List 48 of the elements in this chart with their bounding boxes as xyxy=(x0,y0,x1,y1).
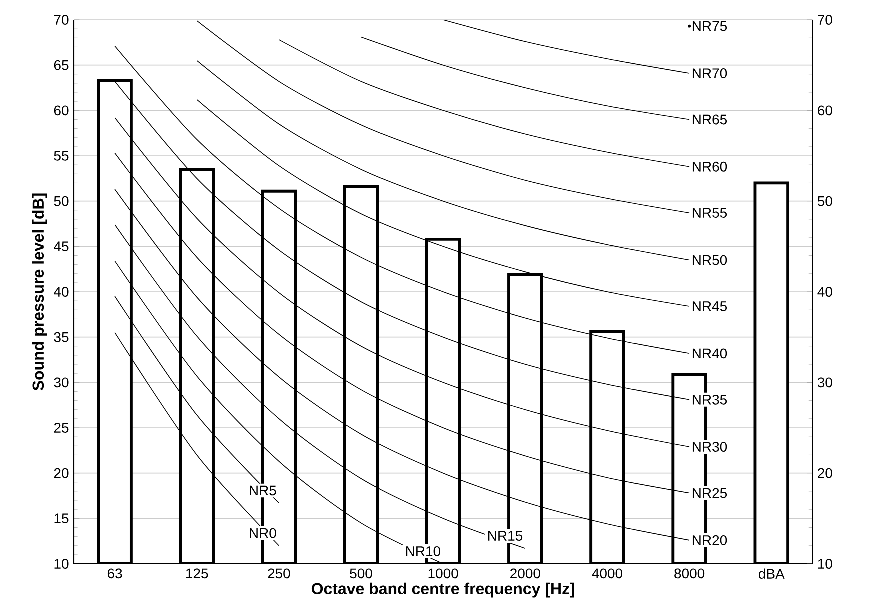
y-tick-label: 65 xyxy=(54,60,69,70)
y-tick-label: 40 xyxy=(54,287,69,297)
x-tick-label: 500 xyxy=(350,568,372,579)
y2-tick-label: 10 xyxy=(818,559,832,569)
series-label: NR35 xyxy=(692,394,728,405)
x-tick-label: 1000 xyxy=(428,568,458,579)
series-label: NR65 xyxy=(692,114,728,125)
y2-tick-label: 40 xyxy=(818,287,832,297)
y2-tick-label: 20 xyxy=(818,468,832,478)
y2-tick-label: 70 xyxy=(818,15,832,25)
y-tick-label: 45 xyxy=(54,242,69,252)
series-label: NR55 xyxy=(692,208,728,218)
series-label: NR5 xyxy=(250,486,276,496)
y-tick-label: 60 xyxy=(54,106,69,116)
x-tick-label: 4000 xyxy=(592,568,623,579)
series-label: NR45 xyxy=(692,302,728,312)
y-tick-label: 15 xyxy=(54,514,69,524)
series-label: NR15 xyxy=(488,531,523,541)
y-tick-label: 20 xyxy=(54,468,69,478)
x-tick-label: 125 xyxy=(186,568,208,579)
y-tick-label: 30 xyxy=(54,378,69,388)
y-tick-label: 70 xyxy=(54,15,69,25)
series-label: NR10 xyxy=(406,546,441,556)
series-label: NR60 xyxy=(692,162,728,172)
series-label: NR70 xyxy=(692,68,728,78)
series-label: NR50 xyxy=(692,255,728,266)
series-label: NR75 xyxy=(692,21,728,32)
series-label: NR40 xyxy=(692,348,728,359)
x-tick-label: 8000 xyxy=(674,568,705,579)
y-tick-label: 50 xyxy=(54,196,69,206)
series-label: NR0 xyxy=(250,528,276,538)
x-tick-label: dBA xyxy=(758,568,785,579)
y2-tick-label: 50 xyxy=(818,196,832,206)
series-label: NR25 xyxy=(692,488,728,498)
x-axis-title: Octave band centre frequency [Hz] xyxy=(312,582,574,598)
x-tick-label: 2000 xyxy=(510,568,540,579)
series-label: NR20 xyxy=(692,535,728,546)
y-tick-label: 55 xyxy=(54,151,69,161)
y2-tick-label: 60 xyxy=(818,106,832,116)
y-tick-label: 25 xyxy=(54,423,69,433)
line-series xyxy=(196,20,690,214)
y-axis-title: Sound pressure level [dB] xyxy=(32,194,48,391)
x-tick-label: 63 xyxy=(108,568,122,579)
y2-tick-label: 30 xyxy=(818,378,832,388)
series-label: NR30 xyxy=(692,442,728,452)
y-tick-label: 10 xyxy=(54,559,69,569)
y-tick-label: 35 xyxy=(54,332,69,342)
x-tick-label: 250 xyxy=(268,568,290,579)
